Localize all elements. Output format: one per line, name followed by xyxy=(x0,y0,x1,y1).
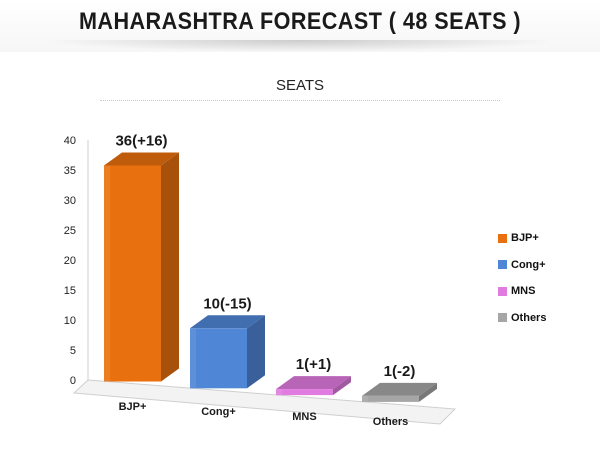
bar-highlight-Cong+ xyxy=(190,328,196,389)
bar-highlight-BJP+ xyxy=(104,165,110,382)
y-tick-label: 25 xyxy=(64,225,76,237)
bar-MNS xyxy=(276,389,333,396)
page-title: MAHARASHTRA FORECAST ( 48 SEATS ) xyxy=(78,8,522,35)
bar-top-BJP+ xyxy=(104,152,179,166)
title-divider xyxy=(100,100,500,101)
bar-BJP+ xyxy=(104,165,161,382)
title-shadow xyxy=(40,40,560,52)
legend-item-Cong+: Cong+ xyxy=(498,259,546,271)
bar-side-Cong+ xyxy=(247,315,265,389)
x-tick-label: Cong+ xyxy=(201,406,236,418)
legend-label: BJP+ xyxy=(511,232,539,244)
legend-label: Others xyxy=(511,311,547,324)
y-tick-label: 15 xyxy=(64,285,76,297)
x-tick-label: MNS xyxy=(292,411,316,423)
legend-label: MNS xyxy=(511,285,536,297)
bar-top-Others xyxy=(362,382,437,396)
x-tick-label: BJP+ xyxy=(119,401,147,413)
bar-Others xyxy=(362,395,419,402)
data-label-Others: 1(-2) xyxy=(384,363,416,380)
chart-legend: BJP+ Cong+ MNS Others xyxy=(498,232,546,338)
bar-top-Cong+ xyxy=(190,315,265,329)
legend-item-Others: Others xyxy=(498,312,546,324)
y-tick-label: 40 xyxy=(64,135,76,147)
data-label-Cong+: 10(-15) xyxy=(203,295,251,312)
bar-Cong+ xyxy=(190,328,247,389)
legend-swatch xyxy=(498,286,507,296)
legend-swatch xyxy=(498,233,507,243)
y-tick-label: 10 xyxy=(64,315,76,327)
y-tick-label: 0 xyxy=(70,375,76,387)
y-tick-label: 5 xyxy=(70,345,76,357)
bar-side-Others xyxy=(419,382,437,402)
bar-highlight-MNS xyxy=(276,389,282,396)
legend-item-MNS: MNS xyxy=(498,285,546,297)
legend-swatch xyxy=(498,313,507,322)
legend-label: Cong+ xyxy=(511,258,546,271)
data-label-MNS: 1(+1) xyxy=(296,356,331,373)
bar-side-MNS xyxy=(333,376,351,396)
bar-top-MNS xyxy=(276,376,351,390)
chart-floor xyxy=(72,379,457,425)
y-tick-label: 35 xyxy=(64,165,76,177)
x-tick-label: Others xyxy=(373,416,408,428)
legend-item-BJP+: BJP+ xyxy=(498,232,546,244)
chart-title: SEATS xyxy=(275,77,325,94)
legend-swatch xyxy=(498,260,507,269)
data-label-BJP+: 36(+16) xyxy=(115,133,167,150)
title-banner: MAHARASHTRA FORECAST ( 48 SEATS ) xyxy=(0,0,600,52)
bar-side-BJP+ xyxy=(161,152,179,382)
bar-highlight-Others xyxy=(362,395,368,402)
y-tick-label: 20 xyxy=(64,255,76,267)
y-tick-label: 30 xyxy=(64,195,76,207)
